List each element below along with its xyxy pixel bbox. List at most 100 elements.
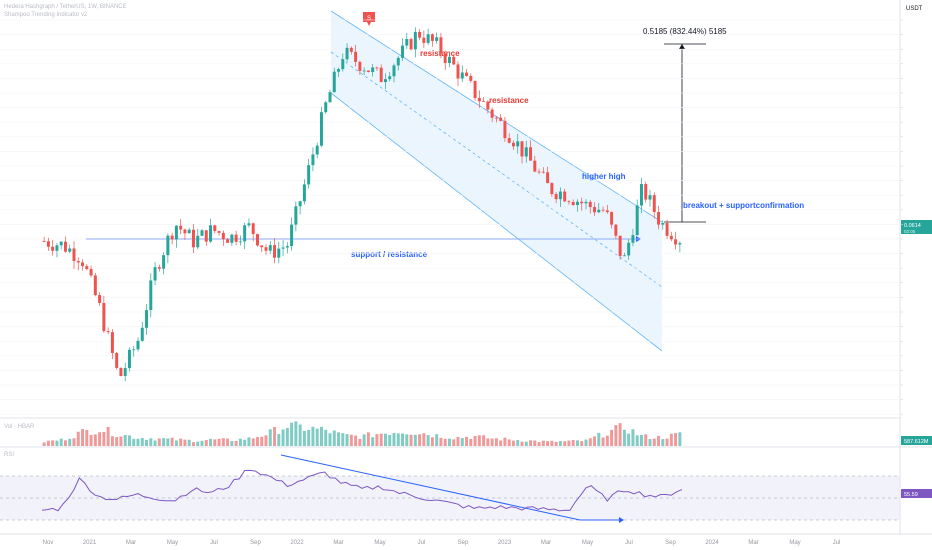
volume-bar [281, 429, 285, 446]
candle-body [507, 138, 511, 143]
candle-body [631, 235, 635, 243]
candle-body [644, 184, 648, 200]
candle-body [362, 70, 366, 72]
candle-body [221, 232, 225, 240]
volume-bar [170, 437, 174, 446]
candle-body [465, 72, 469, 76]
candle-body [622, 255, 626, 257]
volume-bar [255, 437, 259, 446]
volume-bar [605, 435, 609, 446]
volume-bar [584, 439, 588, 446]
volume-bar [366, 432, 370, 446]
volume-bar [375, 434, 379, 446]
candle-body [388, 76, 392, 80]
volume-bar [597, 432, 601, 446]
annotation-target: 0.5185 (832.44%) 5185 [643, 27, 727, 36]
volume-bar [213, 439, 217, 446]
candle-body [669, 235, 673, 240]
candle-body [516, 141, 520, 147]
candle-body [106, 331, 110, 333]
volume-bar [76, 431, 80, 446]
candle-body [618, 235, 622, 257]
volume-bar [503, 437, 507, 446]
volume-bar [567, 440, 571, 446]
volume-bar [439, 437, 443, 446]
candle-body [179, 225, 183, 230]
volume-bar [191, 442, 195, 446]
volume-bar [115, 437, 119, 446]
rsi-value: 55.59 [904, 492, 918, 498]
volume-bar [298, 424, 302, 446]
volume-bar [238, 438, 242, 446]
candle-body [661, 223, 665, 225]
volume-bar [341, 433, 345, 446]
volume-bar [145, 439, 149, 446]
candle-body [196, 235, 200, 248]
volume-bar [379, 433, 383, 446]
sell-signal-marker[interactable] [363, 12, 375, 26]
volume-bar [123, 434, 127, 446]
volume-bar [435, 434, 439, 446]
volume-bar [102, 431, 106, 446]
candle-body [234, 234, 238, 242]
volume-bar [627, 433, 631, 446]
candle-body [294, 206, 298, 225]
candle-body [430, 34, 434, 41]
time-tick-label: Jul [418, 540, 426, 546]
volume-bar [119, 436, 123, 446]
volume-bar [618, 423, 622, 446]
candle-body [209, 225, 213, 242]
volume-bar [635, 435, 639, 446]
candle-body [191, 229, 195, 248]
candle-body [499, 117, 503, 121]
candle-body [349, 47, 353, 52]
volume-bar [354, 435, 358, 446]
volume-bar [332, 430, 336, 446]
candle-body [89, 269, 93, 276]
volume-bar [631, 429, 635, 446]
candle-body [409, 39, 413, 50]
channel-midline [330, 51, 663, 288]
volume-bar [456, 436, 460, 446]
candle-body [341, 59, 345, 70]
candle-body [132, 349, 136, 351]
volume-bar [51, 440, 55, 446]
candle-body [366, 70, 370, 73]
candle-body [413, 31, 417, 50]
volume-bar [669, 433, 673, 446]
volume-bar [546, 441, 550, 446]
candle-body [648, 195, 652, 200]
rsi-layer [41, 469, 683, 512]
candle-body [281, 247, 285, 249]
volume-label: Vol · HBAR [4, 424, 35, 430]
volume-bar [447, 438, 451, 446]
candle-body [311, 154, 315, 166]
candle-body [290, 224, 294, 247]
volume-bar [132, 438, 136, 446]
volume-bar [469, 438, 473, 446]
volume-bar [465, 436, 469, 446]
volume-bar [136, 438, 140, 446]
volume-bar [106, 427, 110, 446]
volume-bar [230, 440, 234, 446]
candle-body [537, 171, 541, 173]
candle-body [558, 191, 562, 200]
candle-body [255, 234, 259, 246]
time-tick-label: May [789, 540, 800, 546]
candle-body [426, 34, 430, 43]
candle-body [315, 145, 319, 155]
descending-channel-fill [331, 11, 662, 351]
candle-body [379, 67, 383, 83]
volume-bar [362, 434, 366, 446]
candle-body [307, 165, 311, 185]
candle-body [98, 295, 102, 303]
volume-bar [319, 426, 323, 446]
candle-body [264, 247, 268, 251]
candle-body [153, 267, 157, 281]
volume-bar [174, 440, 178, 446]
candle-body [260, 245, 264, 248]
rsi-label: RSI [4, 452, 14, 458]
volume-bar [209, 438, 213, 446]
